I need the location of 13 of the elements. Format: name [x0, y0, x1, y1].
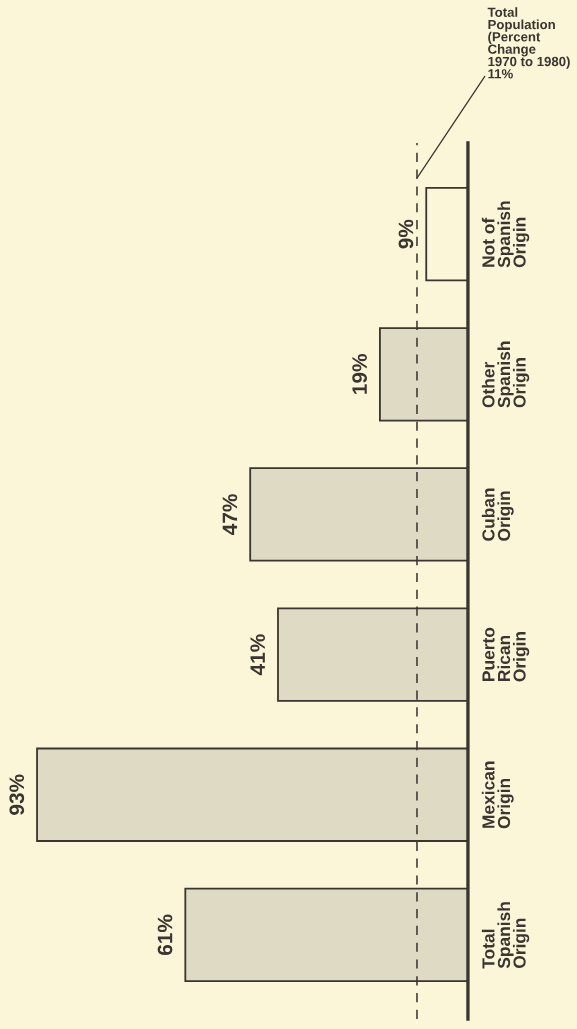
data-label: 47% — [222, 494, 238, 535]
data-label: 9% — [398, 219, 414, 249]
ref-line-label: Total Population (Percent Change 1970 to 1980) 11% — [487, 7, 570, 79]
data-label: 41% — [250, 634, 266, 676]
data-label: 19% — [352, 353, 367, 394]
y-tick-label: Puerto Rican Origin — [482, 627, 530, 682]
data-label: 93% — [9, 774, 25, 815]
y-tick-label: Cuban Origin — [481, 488, 514, 541]
y-tick-label: Other Spanish Origin — [481, 341, 530, 408]
y-tick-label: Total Spanish Origin — [481, 902, 530, 969]
y-tick-label: Not of Spanish Origin — [481, 201, 530, 268]
data-label: 61% — [157, 914, 173, 956]
y-tick-label: Mexican Origin — [481, 761, 514, 829]
